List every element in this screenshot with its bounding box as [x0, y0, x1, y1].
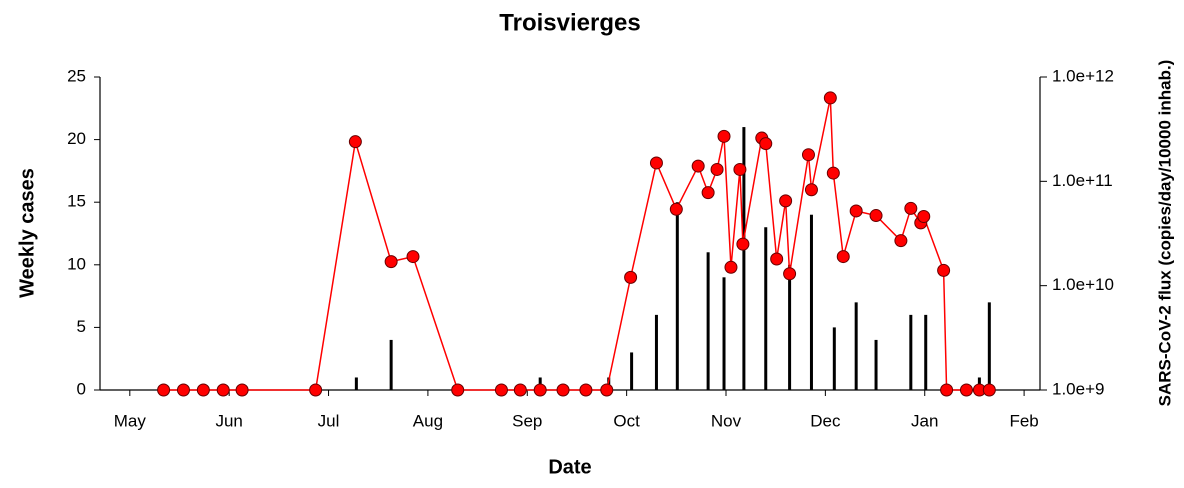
marker: [691, 159, 705, 173]
marker: [494, 383, 508, 397]
bar: [874, 339, 878, 390]
marker: [579, 383, 593, 397]
marker: [216, 383, 230, 397]
y-tick-label: 25: [67, 66, 86, 85]
marker: [733, 162, 747, 176]
bar: [654, 314, 658, 390]
marker: [959, 383, 973, 397]
bar: [832, 327, 836, 390]
marker: [724, 260, 738, 274]
x-tick-label: Jun: [215, 411, 242, 430]
marker: [801, 148, 815, 162]
marker: [823, 91, 837, 105]
marker: [770, 252, 784, 266]
bar: [722, 277, 726, 390]
marker: [533, 383, 547, 397]
x-tick-label: Feb: [1009, 411, 1038, 430]
y-tick-label: 0: [77, 379, 86, 398]
y-tick-label: 5: [77, 317, 86, 336]
bar: [788, 264, 792, 390]
marker: [556, 383, 570, 397]
x-tick-label: Dec: [810, 411, 841, 430]
y2-tick-label: 1.0e+10: [1052, 275, 1114, 294]
marker: [779, 194, 793, 208]
marker: [836, 250, 850, 264]
marker: [451, 383, 465, 397]
bar: [706, 252, 710, 390]
chart-title: Troisvierges: [499, 9, 640, 36]
x-tick-label: Sep: [512, 411, 542, 430]
marker: [940, 383, 954, 397]
x-tick-label: May: [114, 411, 147, 430]
bar: [742, 127, 746, 390]
marker: [624, 270, 638, 284]
marker: [235, 383, 249, 397]
marker: [759, 137, 773, 151]
bar: [764, 227, 768, 390]
x-tick-label: Oct: [613, 411, 640, 430]
marker: [649, 156, 663, 170]
y-tick-label: 10: [67, 254, 86, 273]
marker: [982, 383, 996, 397]
x-axis-label: Date: [548, 456, 591, 478]
marker: [783, 267, 797, 281]
marker: [869, 209, 883, 223]
y-tick-label: 20: [67, 129, 86, 148]
bar: [854, 302, 858, 390]
bar: [389, 339, 393, 390]
y2-axis-label: SARS-CoV-2 flux (copies/day/10000 inhab.…: [1155, 60, 1174, 407]
marker: [513, 383, 527, 397]
marker: [894, 234, 908, 248]
marker: [384, 255, 398, 269]
marker: [348, 135, 362, 149]
marker: [937, 263, 951, 277]
marker: [717, 129, 731, 143]
marker: [849, 204, 863, 218]
x-tick-label: Aug: [413, 411, 443, 430]
bar: [924, 314, 928, 390]
y2-tick-label: 1.0e+12: [1052, 66, 1114, 85]
line: [163, 97, 990, 391]
marker: [904, 201, 918, 215]
marker: [804, 183, 818, 197]
marker: [157, 383, 171, 397]
marker: [826, 166, 840, 180]
y-axis-label: Weekly cases: [16, 168, 38, 298]
bar: [675, 202, 679, 390]
marker: [917, 210, 931, 224]
x-tick-label: Jan: [911, 411, 938, 430]
x-tick-label: Jul: [318, 411, 340, 430]
marker: [736, 237, 750, 251]
y2-tick-label: 1.0e+9: [1052, 379, 1104, 398]
marker: [600, 383, 614, 397]
marker: [196, 383, 210, 397]
y2-tick-label: 1.0e+11: [1052, 171, 1113, 190]
y-tick-label: 15: [67, 192, 86, 211]
bar: [909, 314, 913, 390]
marker: [669, 202, 683, 216]
bar: [987, 302, 991, 390]
marker: [710, 162, 724, 176]
bar: [630, 352, 634, 390]
marker: [176, 383, 190, 397]
bar: [354, 377, 358, 390]
marker: [406, 250, 420, 264]
bar: [809, 214, 813, 390]
marker: [309, 383, 323, 397]
marker: [701, 186, 715, 200]
x-tick-label: Nov: [711, 411, 742, 430]
